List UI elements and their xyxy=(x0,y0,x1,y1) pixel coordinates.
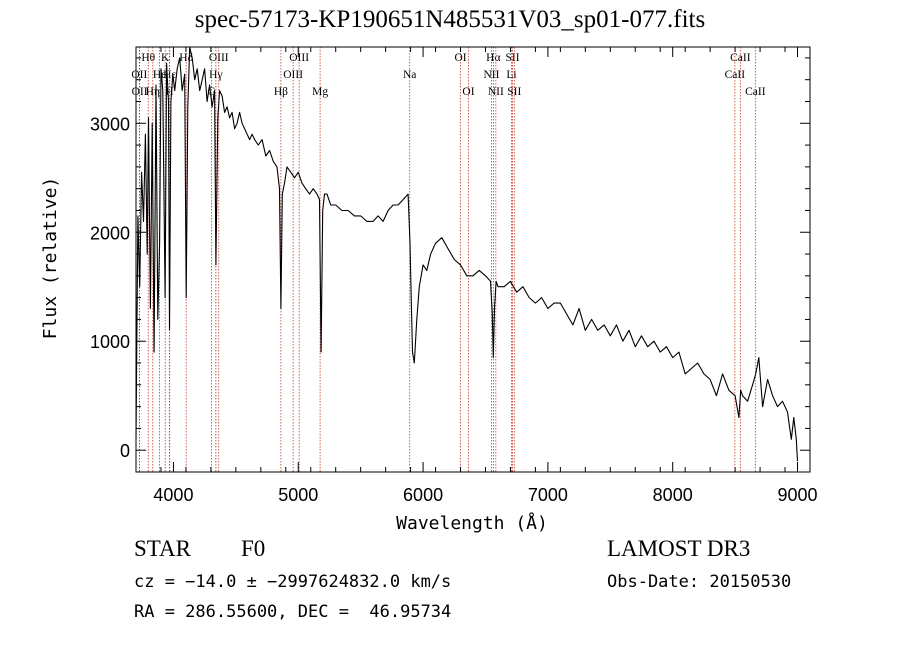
marker-label-14: Na xyxy=(403,69,416,81)
marker-label-24: OI xyxy=(462,86,474,98)
x-tick-label-5: 9000 xyxy=(777,485,817,505)
spectrum-series xyxy=(135,46,799,462)
marker-label-4: OIII xyxy=(289,52,309,64)
redshift-line: cz = −14.0 ± −2997624832.0 km/s xyxy=(134,572,452,592)
marker-label-19: Hη xyxy=(146,86,160,98)
y-tick-label-1: 1000 xyxy=(90,332,130,352)
marker-label-15: NII xyxy=(483,69,499,81)
marker-label-27: CaII xyxy=(745,86,766,98)
object-type: STAR xyxy=(134,536,191,561)
marker-label-16: Li xyxy=(506,69,516,81)
marker-label-5: OI xyxy=(454,52,466,64)
x-tick-label-4: 8000 xyxy=(653,485,693,505)
marker-label-13: OIII xyxy=(283,69,303,81)
marker-label-23: Mg xyxy=(312,86,328,98)
marker-label-21: G xyxy=(207,86,215,98)
marker-label-25: NII xyxy=(488,86,504,98)
spectral-class: F0 xyxy=(241,536,266,561)
x-tick-label-3: 7000 xyxy=(528,485,568,505)
marker-label-3: OIII xyxy=(209,52,229,64)
x-axis-label: Wavelength (Å) xyxy=(396,512,548,534)
marker-label-6: Hα xyxy=(486,52,500,64)
marker-label-10: He xyxy=(153,69,166,81)
y-axis-label: Flux (relative) xyxy=(40,177,61,340)
survey-name: LAMOST DR3 xyxy=(607,536,751,561)
marker-label-20: H xyxy=(165,86,173,98)
plot-frame xyxy=(135,46,811,473)
y-tick-label-3: 3000 xyxy=(90,114,130,134)
marker-label-8: CaII xyxy=(730,52,751,64)
marker-label-7: SII xyxy=(506,52,520,64)
obs-date: Obs-Date: 20150530 xyxy=(607,572,792,592)
marker-label-1: K xyxy=(161,52,170,64)
marker-label-0: Hθ xyxy=(141,52,155,64)
marker-label-26: SII xyxy=(507,86,521,98)
axes xyxy=(135,46,811,473)
marker-label-22: Hβ xyxy=(274,86,288,98)
marker-label-17: CaII xyxy=(725,69,746,81)
x-tick-label-0: 4000 xyxy=(153,485,193,505)
tick-labels: 4000 5000 6000 7000 8000 9000 0 1000 2000 3000 xyxy=(90,114,818,505)
spectrum-line xyxy=(135,46,799,462)
y-tick-label-2: 2000 xyxy=(90,223,130,243)
marker-label-12: Hγ xyxy=(209,69,222,81)
page-title: spec-57173-KP190651N485531V03_sp01-077.f… xyxy=(194,6,706,33)
y-tick-label-0: 0 xyxy=(120,441,130,461)
x-tick-label-2: 6000 xyxy=(403,485,443,505)
x-tick-label-1: 5000 xyxy=(278,485,318,505)
ra-dec: RA = 286.55600, DEC = 46.95734 xyxy=(134,602,452,622)
